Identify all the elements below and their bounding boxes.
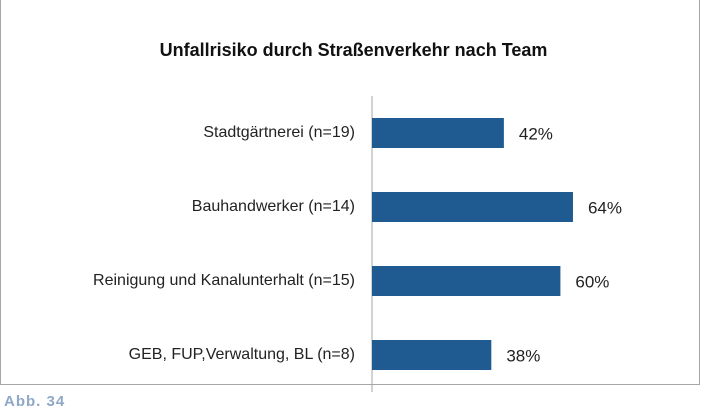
bar bbox=[372, 340, 492, 370]
bar bbox=[372, 118, 504, 148]
bar bbox=[372, 266, 561, 296]
value-label: 60% bbox=[575, 272, 609, 291]
chart-frame bbox=[0, 0, 700, 385]
category-text: Stadtgärtnerei (n=19) bbox=[203, 124, 355, 141]
value-label: 64% bbox=[588, 198, 622, 217]
category-label: Stadtgärtnerei (n=19) bbox=[15, 121, 355, 145]
category-label: Bauhandwerker (n=14) bbox=[15, 195, 355, 219]
category-text: Bauhandwerker (n=14) bbox=[191, 198, 355, 215]
chart-title: Unfallrisiko durch Straßenverkehr nach T… bbox=[159, 40, 548, 60]
category-label: GEB, FUP,Verwaltung, BL (n=8) bbox=[15, 343, 355, 367]
value-label: 42% bbox=[519, 124, 553, 143]
category-text: Reinigung und Kanalunterhalt (n=15) bbox=[93, 272, 355, 289]
category-label: Reinigung und Kanalunterhalt (n=15) bbox=[15, 269, 355, 293]
category-text: GEB, FUP,Verwaltung, BL (n=8) bbox=[128, 346, 355, 363]
value-label: 38% bbox=[506, 346, 540, 365]
bar bbox=[372, 192, 573, 222]
figure-label: Abb. 34 bbox=[4, 393, 66, 410]
